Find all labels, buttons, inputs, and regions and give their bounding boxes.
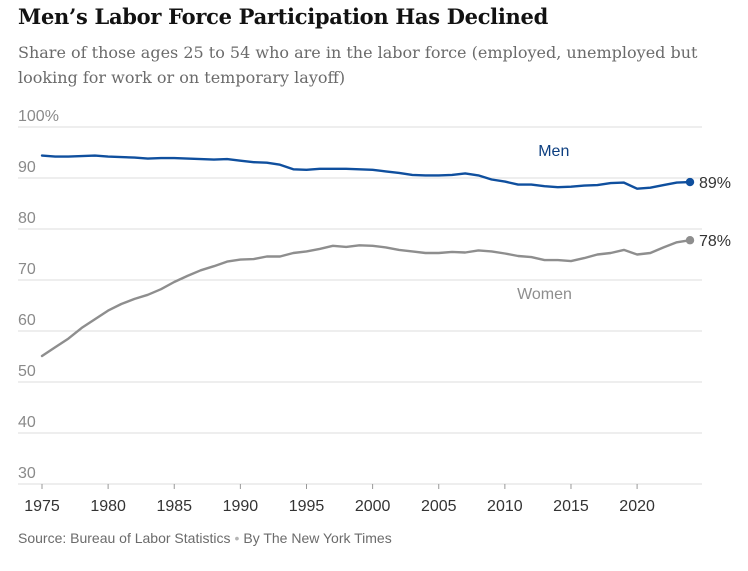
source-separator: • bbox=[234, 530, 240, 546]
series-name-label-women: Women bbox=[517, 286, 572, 303]
source-text: Source: Bureau of Labor Statistics bbox=[18, 530, 231, 546]
x-tick-label: 1980 bbox=[90, 498, 126, 515]
byline: By The New York Times bbox=[243, 530, 392, 546]
y-tick-label: 100% bbox=[18, 108, 59, 125]
x-tick-label: 2020 bbox=[619, 498, 655, 515]
y-tick-label: 40 bbox=[18, 414, 36, 431]
series-lines bbox=[40, 154, 695, 358]
y-tick-label: 50 bbox=[18, 363, 36, 380]
end-label-women: 78% bbox=[699, 233, 731, 250]
x-axis-ticks: 1975 1980 1985 1990 1995 2000 2005 2010 2015 2020 bbox=[24, 484, 655, 515]
x-tick-label: 2000 bbox=[355, 498, 391, 515]
grid-lines bbox=[18, 126, 702, 485]
x-tick-label: 1995 bbox=[289, 498, 325, 515]
y-tick-label: 30 bbox=[18, 465, 36, 482]
y-axis-ticks: 100% 90 80 70 60 50 40 30 bbox=[18, 108, 59, 482]
end-label-men: 89% bbox=[699, 175, 731, 192]
y-tick-label: 90 bbox=[18, 159, 36, 176]
x-tick-label: 1990 bbox=[223, 498, 259, 515]
y-tick-label: 60 bbox=[18, 312, 36, 329]
series-line-women bbox=[40, 239, 692, 358]
series-line-men bbox=[40, 154, 692, 190]
source-line: Source: Bureau of Labor Statistics • By Th… bbox=[18, 530, 392, 546]
chart-subtitle: Share of those ages 25 to 54 who are in … bbox=[18, 43, 698, 87]
end-point-men bbox=[685, 177, 695, 187]
series-labels: 89% 78% Men Women bbox=[517, 143, 731, 303]
x-tick-label: 2005 bbox=[421, 498, 457, 515]
end-point-women bbox=[685, 236, 695, 245]
x-tick-label: 1975 bbox=[24, 498, 60, 515]
series-name-label-men: Men bbox=[538, 143, 569, 160]
x-tick-label: 2010 bbox=[487, 498, 523, 515]
chart-title: Men’s Labor Force Participation Has Decl… bbox=[18, 4, 548, 29]
y-tick-label: 80 bbox=[18, 210, 36, 227]
x-tick-label: 2015 bbox=[553, 498, 589, 515]
x-tick-label: 1985 bbox=[156, 498, 192, 515]
y-tick-label: 70 bbox=[18, 261, 36, 278]
